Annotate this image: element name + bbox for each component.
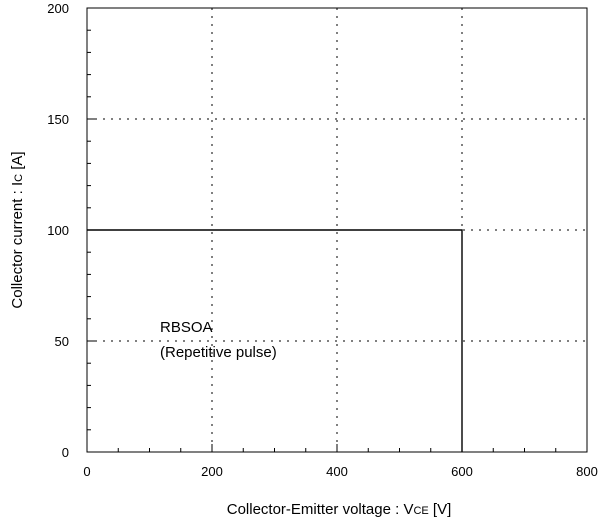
y-axis-title-main: Collector current : I — [9, 182, 26, 309]
y-axis-title-unit: [A] — [9, 151, 26, 174]
series-line-0 — [87, 229, 463, 452]
x-tick-labels: 0 200 400 600 800 — [83, 464, 597, 479]
y-tick-label-200: 200 — [47, 1, 69, 16]
minor-ticks — [87, 29, 557, 452]
y-tick-label-100: 100 — [47, 223, 69, 238]
y-tick-label-0: 0 — [62, 445, 69, 460]
x-tick-label-600: 600 — [451, 464, 473, 479]
annotation-rbsoa: RBSOA — [160, 319, 213, 336]
annotation-repetitive-pulse: (Repetitive pulse) — [160, 344, 277, 361]
x-axis-title: Collector-Emitter voltage : VCE [V] — [227, 501, 452, 518]
y-tick-labels: 0 50 100 150 200 — [47, 1, 69, 460]
y-tick-label-150: 150 — [47, 112, 69, 127]
x-axis-title-unit: [V] — [429, 501, 452, 518]
x-axis-title-subscript: CE — [413, 505, 428, 517]
y-axis-title: Collector current : IC [A] — [9, 151, 26, 308]
x-axis-title-main: Collector-Emitter voltage : V — [227, 501, 414, 518]
x-tick-label-200: 200 — [201, 464, 223, 479]
x-tick-label-0: 0 — [83, 464, 90, 479]
y-tick-label-50: 50 — [55, 334, 69, 349]
series-layer — [87, 229, 463, 452]
y-axis-title-subscript: C — [13, 174, 25, 182]
x-tick-label-800: 800 — [576, 464, 598, 479]
x-tick-label-400: 400 — [326, 464, 348, 479]
